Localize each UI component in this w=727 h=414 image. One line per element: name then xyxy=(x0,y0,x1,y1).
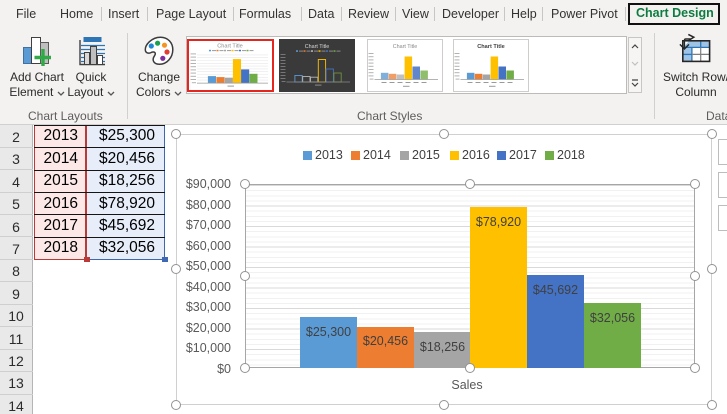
svg-text:Chart Title: Chart Title xyxy=(393,44,418,50)
svg-text:Chart Title: Chart Title xyxy=(305,44,330,50)
svg-text:Chart Title: Chart Title xyxy=(477,44,505,50)
svg-text:Chart Title: Chart Title xyxy=(217,44,243,50)
